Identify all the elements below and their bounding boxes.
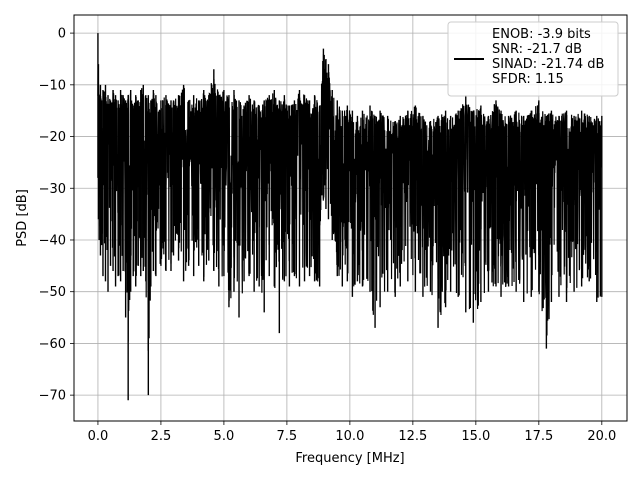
y-tick-label: −30	[39, 182, 66, 197]
legend-box	[447, 21, 619, 97]
x-tick-label: 7.5	[277, 429, 298, 444]
psd-trace-noise	[97, 53, 603, 351]
axes-frame	[73, 14, 628, 422]
x-tick-label: 0.0	[88, 429, 109, 444]
legend-entry-enob: ENOB: -3.9 bits	[492, 27, 591, 42]
legend-entry-sfdr: SFDR: 1.15	[492, 72, 564, 87]
x-tick-label: 5.0	[214, 429, 235, 444]
y-tick-label: −40	[39, 233, 66, 248]
x-tick-label: 10.0	[335, 429, 364, 444]
plot-area	[97, 33, 603, 401]
y-tick-label: −70	[39, 389, 66, 404]
y-tick-label: 0	[58, 27, 66, 42]
y-tick-label: −50	[39, 285, 66, 300]
x-axis-label: Frequency [MHz]	[295, 451, 404, 466]
legend-entry-sinad: SINAD: -21.74 dB	[492, 57, 604, 72]
x-tick-label: 20.0	[587, 429, 616, 444]
y-tick-label: −20	[39, 130, 66, 145]
x-tick-label: 17.5	[524, 429, 553, 444]
x-tick-label: 12.5	[398, 429, 427, 444]
x-axis-ticks: 0.0 2.5 5.0 7.5 10.0 12.5 15.0 17.5 20.0	[88, 421, 616, 444]
x-tick-label: 15.0	[461, 429, 490, 444]
legend: ENOB: -3.9 bits SNR: -21.7 dB SINAD: -21…	[447, 21, 619, 97]
y-tick-label: −60	[39, 337, 66, 352]
legend-entry-snr: SNR: -21.7 dB	[492, 42, 582, 57]
y-tick-label: −10	[39, 78, 66, 93]
y-axis-label: PSD [dB]	[15, 189, 30, 247]
y-axis-ticks: 0 −10 −20 −30 −40 −50 −60 −70	[39, 27, 74, 404]
x-tick-label: 2.5	[151, 429, 172, 444]
